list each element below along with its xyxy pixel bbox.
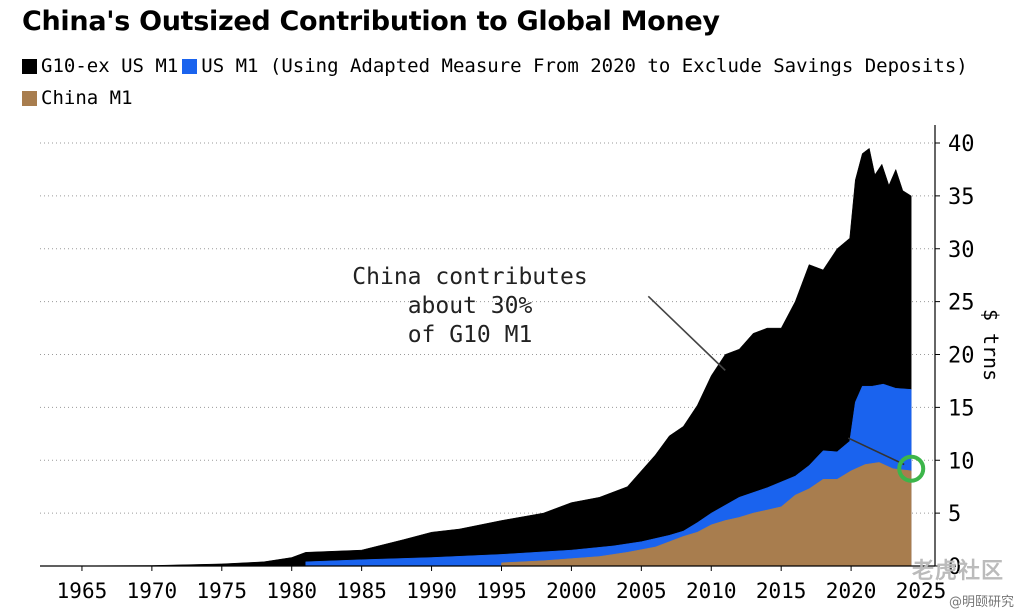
chart-title: China's Outsized Contribution to Global … (22, 6, 720, 37)
x-tick-label-2005: 2005 (616, 579, 667, 603)
y-axis-label: $ trns (979, 309, 1003, 381)
x-tick-label-2025: 2025 (896, 579, 947, 603)
annotation-line-1: about 30% (408, 293, 533, 319)
x-tick-label-1970: 1970 (127, 579, 178, 603)
y-tick-label-10: 10 (948, 449, 975, 474)
x-tick-label-2000: 2000 (546, 579, 597, 603)
annotation-line-2: of G10 M1 (408, 322, 533, 348)
x-tick-label-1995: 1995 (476, 579, 527, 603)
y-tick-label-40: 40 (948, 132, 975, 157)
x-tick-label-2010: 2010 (686, 579, 737, 603)
y-tick-label-25: 25 (948, 291, 975, 316)
legend-item-us: US M1 (Using Adapted Measure From 2020 t… (182, 55, 968, 77)
legend-item-g10: G10-ex US M1 (22, 55, 178, 77)
y-tick-label-30: 30 (948, 238, 975, 263)
legend-row-2: China M1 (22, 87, 137, 109)
x-tick-label-1965: 1965 (57, 579, 108, 603)
legend-row-1: G10-ex US M1 US M1 (Using Adapted Measur… (22, 55, 972, 77)
x-tick-label-2015: 2015 (756, 579, 807, 603)
highlight-circle (897, 454, 926, 483)
x-tick-label-1985: 1985 (336, 579, 387, 603)
legend-label-us: US M1 (Using Adapted Measure From 2020 t… (201, 55, 968, 77)
y-tick-label-0: 0 (948, 555, 961, 580)
legend-swatch-china (22, 90, 37, 106)
y-tick-label-20: 20 (948, 344, 975, 369)
legend-label-china: China M1 (41, 87, 133, 109)
x-tick-label-1975: 1975 (197, 579, 248, 603)
legend-item-china: China M1 (22, 87, 133, 109)
series-area-2 (501, 462, 912, 567)
legend-swatch-us (182, 58, 198, 74)
series-area-0 (39, 147, 912, 567)
legend-label-g10: G10-ex US M1 (41, 55, 179, 77)
highlight-line (847, 437, 905, 466)
x-tick-label-2020: 2020 (826, 579, 877, 603)
y-tick-label-15: 15 (948, 396, 975, 421)
x-tick-label-1980: 1980 (266, 579, 317, 603)
annotation-line-0: China contributes (352, 264, 587, 290)
y-tick-label-5: 5 (948, 502, 961, 527)
annotation-leader-line (647, 295, 726, 371)
x-tick-label-1990: 1990 (406, 579, 457, 603)
watermark-caption: @明颐研究 (948, 595, 1014, 610)
watermark-logo: 老虎社区 (911, 559, 1004, 584)
legend-swatch-g10 (22, 58, 37, 74)
y-tick-label-35: 35 (948, 185, 975, 210)
